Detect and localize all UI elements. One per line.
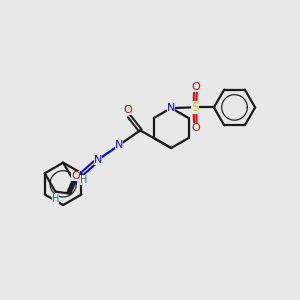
Text: O: O <box>191 123 200 133</box>
Text: O: O <box>123 105 132 116</box>
Text: N: N <box>115 140 123 150</box>
Text: S: S <box>191 101 199 114</box>
Text: O: O <box>191 82 200 92</box>
Text: H: H <box>80 175 87 184</box>
Text: N: N <box>167 103 176 113</box>
Text: H: H <box>52 194 59 204</box>
Text: O: O <box>71 171 80 181</box>
Text: N: N <box>94 155 102 165</box>
